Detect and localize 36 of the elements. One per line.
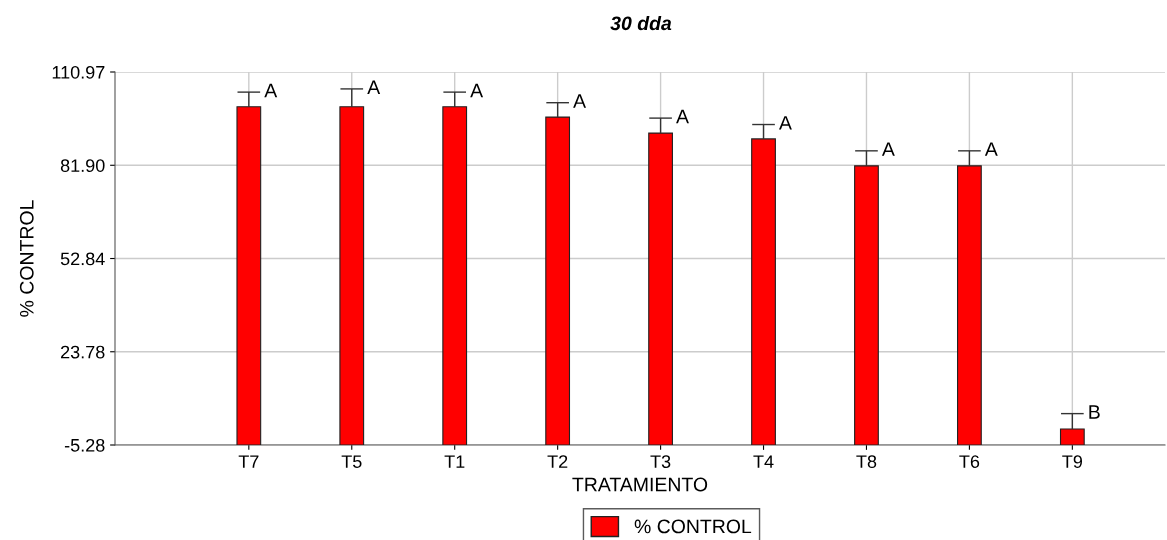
annotation: A: [573, 94, 587, 108]
x-tick-label: T2: [547, 455, 568, 468]
bar: [1059, 428, 1085, 445]
x-tick-label: T6: [959, 455, 980, 468]
bar: [339, 106, 365, 445]
bar: [751, 138, 776, 445]
y-tick-label: 110.97: [52, 65, 105, 79]
x-tick-label: T4: [753, 455, 774, 468]
y-tick-label: 81.90: [60, 159, 105, 172]
x-tick-label: T8: [856, 455, 877, 468]
y-tick-label: 23.78: [61, 345, 105, 359]
annotation: A: [881, 142, 895, 156]
annotation: B: [1089, 405, 1100, 419]
y-axis-title: % CONTROL: [19, 200, 34, 317]
bar: [957, 165, 982, 445]
bar: [854, 165, 879, 445]
x-tick-label: T5: [341, 455, 362, 468]
x-axis-title: TRATAMIENTO: [572, 477, 708, 492]
bar: [236, 106, 262, 445]
annotation: A: [676, 109, 689, 124]
annotation: A: [779, 116, 792, 130]
x-tick-label: T3: [650, 455, 671, 468]
y-tick-label: 52.84: [60, 252, 105, 266]
annotation: A: [367, 80, 381, 94]
x-tick-label: T1: [444, 455, 465, 468]
annotation: A: [984, 142, 998, 156]
bar: [442, 106, 468, 445]
x-tick-label: T9: [1062, 455, 1083, 468]
annotation: A: [470, 83, 484, 98]
bar: [545, 116, 571, 445]
legend-label: % CONTROL: [634, 519, 752, 534]
annotation: A: [264, 83, 278, 98]
x-tick-label: T7: [238, 455, 259, 468]
chart-title: 30 dda: [610, 15, 672, 31]
bar: [648, 132, 673, 445]
y-tick-label: -5.28: [64, 438, 105, 452]
